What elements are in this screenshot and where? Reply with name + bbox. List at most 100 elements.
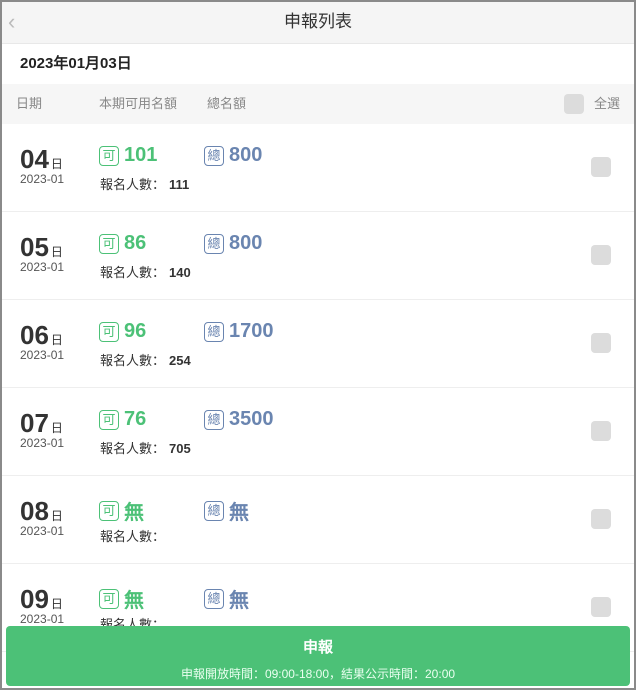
day-suffix: 日 [50, 333, 63, 347]
count-label: 報名人數： [100, 529, 166, 544]
available-tag-icon: 可 [99, 409, 119, 430]
total-quota: 總 3500 [204, 408, 274, 431]
day: 05 日 [20, 232, 63, 263]
count-value: 254 [169, 353, 191, 368]
total-value: 1700 [229, 320, 274, 342]
year-month: 2023-01 [20, 260, 65, 274]
col-date: 日期 [16, 96, 43, 111]
total-tag-icon: 總 [204, 145, 224, 166]
available-quota: 可 76 [99, 408, 146, 431]
applicant-count: 報名人數： [100, 526, 169, 545]
available-value: 101 [124, 144, 158, 166]
day-number: 05 [20, 232, 49, 262]
count-label: 報名人數： [100, 441, 166, 456]
total-quota: 總 800 [204, 232, 262, 255]
available-value: 無 [124, 502, 144, 524]
list-item[interactable]: 06 日 2023-01 可 96 總 1700 報名人數： 254 [2, 300, 634, 388]
total-value: 800 [229, 144, 263, 166]
select-all-label[interactable]: 全選 [594, 96, 621, 111]
day-suffix: 日 [50, 509, 63, 523]
count-value: 140 [169, 265, 191, 280]
list-item[interactable]: 05 日 2023-01 可 86 總 800 報名人數： 140 [2, 212, 634, 300]
col-total: 總名額 [207, 96, 247, 111]
total-quota: 總 800 [204, 144, 262, 167]
day: 09 日 [20, 584, 63, 615]
available-quota: 可無 [99, 496, 144, 525]
year-month: 2023-01 [20, 172, 65, 186]
day-number: 08 [20, 496, 49, 526]
day-number: 07 [20, 408, 49, 438]
day: 08 日 [20, 496, 63, 527]
available-tag-icon: 可 [99, 321, 119, 342]
available-quota: 可 101 [99, 144, 157, 167]
count-label: 報名人數： [100, 353, 166, 368]
list-item[interactable]: 04 日 2023-01 可 101 總 800 報名人數： 111 [2, 124, 634, 212]
applicant-count: 報名人數： 254 [100, 350, 191, 369]
submit-label: 申報 [302, 639, 333, 656]
day-suffix: 日 [50, 157, 63, 171]
available-tag-icon: 可 [99, 500, 119, 521]
day-number: 04 [20, 144, 49, 174]
count-label: 報名人數： [100, 265, 166, 280]
total-quota: 總 1700 [204, 320, 274, 343]
available-value: 無 [124, 590, 144, 612]
selected-date: 2023年01月03日 [20, 55, 132, 72]
day-number: 09 [20, 584, 49, 614]
row-checkbox[interactable] [591, 509, 611, 529]
applicant-count: 報名人數： 140 [100, 262, 191, 281]
year-month: 2023-01 [20, 612, 65, 626]
list-item[interactable]: 08 日 2023-01 可無 總無 報名人數： [2, 476, 634, 564]
available-value: 86 [124, 232, 147, 254]
total-tag-icon: 總 [204, 500, 224, 521]
row-checkbox[interactable] [591, 333, 611, 353]
year-month: 2023-01 [20, 436, 65, 450]
submit-button[interactable]: 申報 申報開放時間：09:00-18:00，結果公示時間：20:00 [6, 626, 630, 686]
year-month: 2023-01 [20, 524, 65, 538]
total-tag-icon: 總 [204, 321, 224, 342]
total-tag-icon: 總 [204, 233, 224, 254]
count-value: 111 [169, 177, 190, 192]
available-quota: 可 86 [99, 232, 146, 255]
day-suffix: 日 [50, 421, 63, 435]
row-checkbox[interactable] [591, 597, 611, 617]
count-label: 報名人數： [100, 177, 166, 192]
nav-bar: ‹ 申報列表 [2, 2, 634, 44]
total-value: 800 [229, 232, 263, 254]
available-tag-icon: 可 [99, 588, 119, 609]
column-headers: 日期 本期可用名額 總名額 全選 [2, 84, 634, 124]
available-quota: 可無 [99, 584, 144, 613]
available-tag-icon: 可 [99, 145, 119, 166]
available-value: 76 [124, 408, 147, 430]
submit-note: 申報開放時間：09:00-18:00，結果公示時間：20:00 [180, 667, 456, 681]
available-tag-icon: 可 [99, 233, 119, 254]
total-tag-icon: 總 [204, 588, 224, 609]
select-all-checkbox[interactable] [564, 94, 584, 114]
total-quota: 總無 [204, 496, 249, 525]
day-suffix: 日 [50, 245, 63, 259]
day-suffix: 日 [50, 597, 63, 611]
total-value: 3500 [229, 408, 274, 430]
date-list: 04 日 2023-01 可 101 總 800 報名人數： 111 05 日 2023-… [2, 124, 634, 652]
total-tag-icon: 總 [204, 409, 224, 430]
page-title: 申報列表 [284, 12, 352, 31]
total-value: 無 [229, 590, 249, 612]
day: 06 日 [20, 320, 63, 351]
row-checkbox[interactable] [591, 157, 611, 177]
total-value: 無 [229, 502, 249, 524]
col-available: 本期可用名額 [99, 96, 178, 111]
count-value: 705 [169, 441, 191, 456]
day-number: 06 [20, 320, 49, 350]
available-quota: 可 96 [99, 320, 146, 343]
day: 07 日 [20, 408, 63, 439]
day: 04 日 [20, 144, 63, 175]
applicant-count: 報名人數： 111 [100, 174, 189, 193]
row-checkbox[interactable] [591, 421, 611, 441]
year-month: 2023-01 [20, 348, 65, 362]
total-quota: 總無 [204, 584, 249, 613]
available-value: 96 [124, 320, 147, 342]
applicant-count: 報名人數： 705 [100, 438, 191, 457]
row-checkbox[interactable] [591, 245, 611, 265]
list-item[interactable]: 07 日 2023-01 可 76 總 3500 報名人數： 705 [2, 388, 634, 476]
chevron-left-icon[interactable]: ‹ [8, 9, 16, 34]
